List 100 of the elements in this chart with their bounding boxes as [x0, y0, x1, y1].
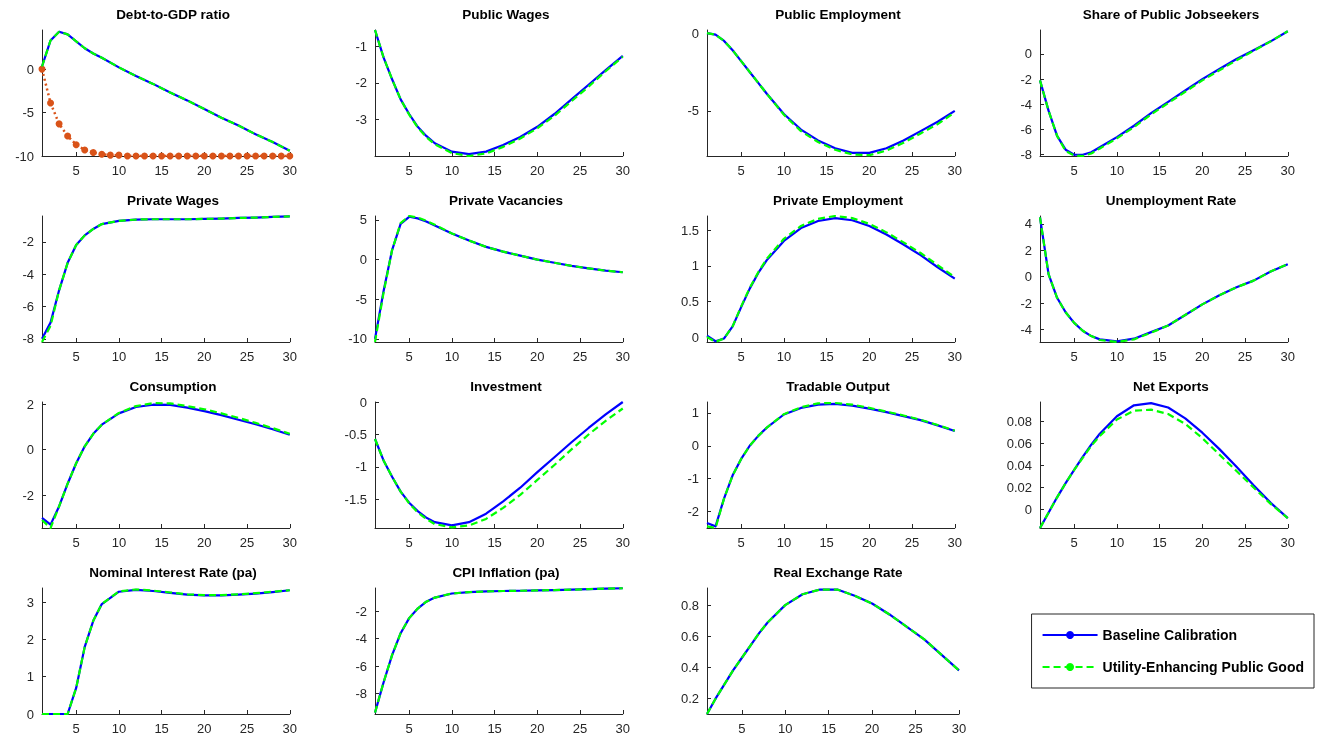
x-tick-label: 10: [1109, 535, 1125, 550]
y-tick-label: -8: [22, 331, 34, 347]
x-tick-label: 15: [154, 349, 169, 364]
point: [89, 149, 97, 157]
chart-title: Real Exchange Rate: [773, 564, 904, 580]
x-tick-label: 5: [72, 535, 80, 550]
chart-title: Debt-to-GDP ratio: [116, 6, 230, 22]
x-tick-label: 5: [405, 349, 413, 364]
y-tick-label: -2: [687, 504, 699, 520]
x-tick-label: 15: [154, 163, 169, 178]
x-tick-label: 5: [405, 163, 413, 178]
point: [141, 152, 149, 160]
x-tick-label: 20: [1195, 535, 1210, 550]
x-tick-label: 5: [737, 535, 745, 550]
x-tick-label: 5: [1070, 163, 1078, 178]
y-tick-label: -4: [355, 631, 367, 647]
x-tick-label: 25: [572, 535, 588, 550]
x-tick-label: 10: [111, 349, 127, 364]
chart-title: Unemployment Rate: [1105, 192, 1237, 208]
chart-title: Share of Public Jobseekers: [1082, 6, 1260, 22]
y-tick-label: 2: [26, 631, 34, 647]
point: [47, 99, 55, 107]
y-tick-label: -6: [355, 658, 367, 674]
y-tick-label: -10: [348, 331, 367, 347]
x-tick-label: 25: [904, 535, 920, 550]
legend-label: Baseline Calibration: [1102, 627, 1238, 643]
x-tick-label: 5: [72, 721, 80, 736]
x-tick-label: 15: [487, 349, 502, 364]
x-tick-label: 15: [819, 535, 834, 550]
x-tick-label: 10: [111, 721, 127, 736]
x-tick-label: 20: [530, 721, 545, 736]
y-tick-label: -1: [687, 471, 699, 487]
x-tick-label: 20: [1195, 163, 1210, 178]
y-tick-label: 0.08: [1006, 414, 1032, 430]
y-tick-label: 0: [1024, 501, 1032, 517]
x-tick-label: 30: [615, 721, 630, 736]
x-tick-label: 15: [1152, 535, 1167, 550]
x-tick-label: 30: [615, 535, 630, 550]
x-tick-label: 10: [444, 721, 460, 736]
y-tick-label: -2: [22, 234, 34, 250]
y-tick-label: -8: [1020, 147, 1032, 163]
x-tick-label: 5: [72, 349, 80, 364]
x-tick-label: 10: [111, 163, 127, 178]
chart-title: Tradable Output: [786, 378, 891, 394]
y-tick-label: -5: [355, 291, 367, 307]
point: [277, 152, 285, 160]
y-tick-label: -2: [1020, 295, 1032, 311]
chart-title: CPI Inflation (pa): [452, 564, 560, 580]
x-tick-label: 10: [776, 163, 792, 178]
point: [217, 152, 225, 160]
x-tick-label: 20: [1195, 349, 1210, 364]
chart-title: Public Employment: [775, 6, 902, 22]
x-tick-label: 20: [197, 535, 212, 550]
x-tick-label: 5: [72, 163, 80, 178]
x-tick-label: 10: [111, 535, 127, 550]
x-tick-label: 30: [1280, 535, 1295, 550]
x-tick-label: 30: [947, 163, 962, 178]
x-tick-label: 25: [908, 721, 923, 736]
x-tick-label: 20: [197, 721, 212, 736]
x-tick-label: 10: [777, 721, 793, 736]
y-tick-label: 0: [359, 394, 367, 410]
y-tick-label: 0: [26, 706, 34, 722]
x-tick-label: 25: [239, 535, 255, 550]
x-tick-label: 25: [904, 349, 920, 364]
x-tick-label: 30: [282, 535, 297, 550]
x-tick-label: 30: [1280, 163, 1295, 178]
x-tick-label: 25: [572, 349, 588, 364]
x-tick-label: 20: [197, 349, 212, 364]
point: [235, 152, 243, 160]
point: [200, 152, 208, 160]
x-tick-label: 30: [947, 535, 962, 550]
y-tick-label: -6: [22, 298, 34, 314]
y-tick-label: 0.8: [680, 597, 699, 613]
chart-title: Nominal Interest Rate (pa): [89, 564, 257, 580]
x-tick-label: 15: [487, 535, 502, 550]
point: [192, 152, 200, 160]
point: [115, 151, 123, 159]
y-tick-label: -4: [1020, 96, 1032, 112]
y-tick-label: 1: [26, 669, 34, 685]
x-tick-label: 15: [1152, 163, 1167, 178]
x-tick-label: 5: [737, 163, 745, 178]
y-tick-label: 0: [359, 252, 367, 268]
x-tick-label: 20: [862, 535, 877, 550]
x-tick-label: 25: [572, 721, 588, 736]
y-tick-label: -8: [355, 685, 367, 701]
point: [106, 151, 114, 159]
x-tick-label: 20: [530, 163, 545, 178]
y-tick-label: 0.2: [680, 690, 699, 706]
x-tick-label: 10: [1109, 163, 1125, 178]
point: [64, 132, 72, 140]
y-tick-label: 0: [26, 442, 34, 458]
point: [286, 152, 294, 160]
x-tick-label: 15: [819, 349, 834, 364]
x-tick-label: 15: [1152, 349, 1167, 364]
point: [158, 152, 166, 160]
x-tick-label: 25: [239, 721, 255, 736]
y-tick-label: -2: [355, 603, 367, 619]
line-series: [373, 587, 624, 714]
y-tick-label: 4: [1024, 216, 1032, 232]
point: [72, 141, 80, 149]
